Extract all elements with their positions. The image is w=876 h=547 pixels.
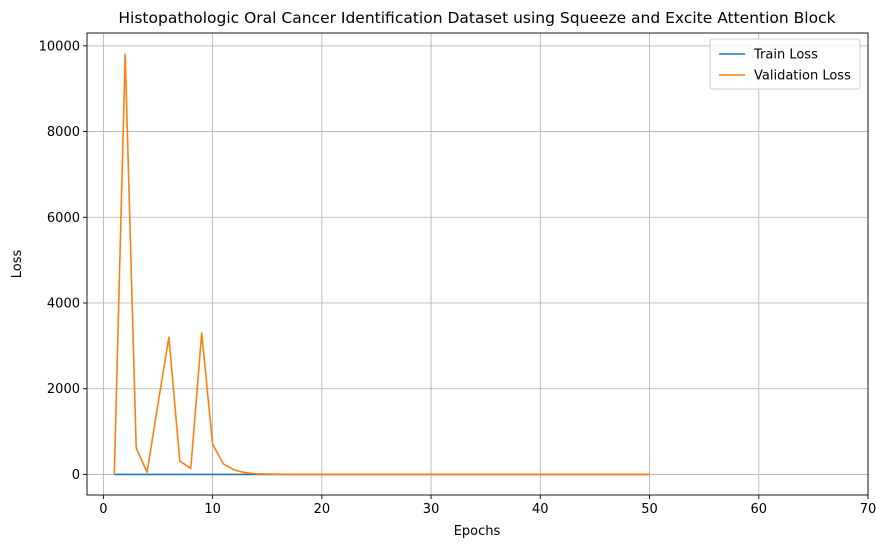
x-tick-label: 20: [314, 502, 331, 517]
series-line-validation-loss: [113, 53, 650, 476]
plot-frame: [86, 32, 869, 496]
x-axis-label: Epochs: [454, 524, 501, 539]
y-tick-label: 4000: [47, 297, 80, 312]
y-tick-label: 8000: [47, 125, 80, 140]
legend-label: Train Loss: [753, 48, 818, 63]
grid-lines: [87, 33, 869, 495]
y-tick-label: 10000: [39, 39, 80, 54]
y-tick-label: 2000: [47, 382, 80, 397]
x-tick-label: 60: [750, 502, 767, 517]
axis-ticks: 0 10 20 30 40 50 60 70 0 2000 4000 6000 8000 10000: [39, 39, 876, 517]
y-axis-label: Loss: [10, 250, 25, 279]
x-tick-label: 10: [204, 502, 221, 517]
x-tick-label: 0: [99, 502, 107, 517]
y-tick-label: 0: [72, 468, 80, 483]
series-layer: [113, 53, 650, 476]
x-tick-label: 30: [423, 502, 440, 517]
x-tick-label: 40: [532, 502, 549, 517]
chart-title: Histopathologic Oral Cancer Identificati…: [118, 9, 835, 27]
legend: Train Loss Validation Loss: [709, 38, 861, 90]
x-tick-label: 50: [641, 502, 658, 517]
x-tick-label: 70: [860, 502, 876, 517]
y-tick-label: 6000: [47, 211, 80, 226]
legend-box: [709, 38, 861, 90]
legend-label: Validation Loss: [754, 69, 851, 84]
